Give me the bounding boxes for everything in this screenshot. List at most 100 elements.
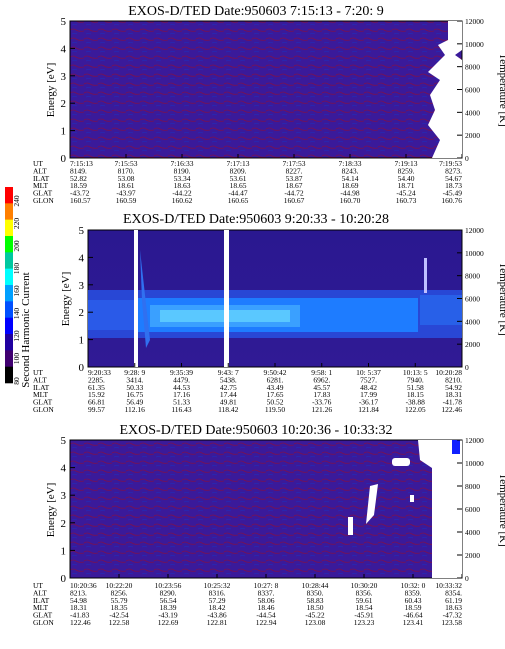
orbit-value: 17.16 bbox=[173, 390, 190, 399]
time-tick-label: 7:19:13 bbox=[395, 159, 418, 168]
energy-tick-label: 4 bbox=[61, 463, 67, 475]
panel-3-data-gap bbox=[418, 440, 462, 578]
orbit-value: 160.73 bbox=[396, 196, 417, 205]
panel-2-title: EXOS-D/TED Date:950603 9:20:33 - 10:20:2… bbox=[123, 212, 389, 227]
colorbar-tick-label: 120 bbox=[12, 330, 21, 342]
temperature-tick-label: 4000 bbox=[465, 317, 480, 326]
orbit-value: 3414. bbox=[126, 375, 143, 384]
orbit-value: 18.67 bbox=[286, 181, 303, 190]
orbit-value: 57.29 bbox=[209, 596, 226, 605]
orbit-value: 43.49 bbox=[267, 383, 284, 392]
orbit-value: 18.69 bbox=[342, 181, 359, 190]
orbit-value: 8350. bbox=[307, 588, 324, 597]
orbit-value: -43.86 bbox=[207, 611, 227, 620]
orbit-value: 56.49 bbox=[126, 398, 143, 407]
temperature-tick-label: 12000 bbox=[465, 17, 484, 26]
time-tick-label: 9:28: 9 bbox=[124, 368, 145, 377]
orbit-value: 18.42 bbox=[209, 603, 226, 612]
energy-tick-label: 1 bbox=[61, 545, 67, 557]
orbit-value: 53.87 bbox=[286, 174, 303, 183]
temperature-tick-label: 10000 bbox=[465, 249, 484, 258]
orbit-value: 51.58 bbox=[407, 383, 424, 392]
colorbar: 240 220 200 180 160 140 120 100 80 Second Harmon… bbox=[5, 187, 32, 388]
panel-1-title: EXOS-D/TED Date:950603 7:15:13 - 7:20: 9 bbox=[128, 4, 383, 19]
temperature-tick-label: 10000 bbox=[465, 459, 484, 468]
orbit-value: 61.19 bbox=[445, 596, 462, 605]
orbit-value: 49.81 bbox=[220, 398, 237, 407]
temperature-tick-label: 12000 bbox=[465, 226, 484, 235]
orbit-value: 122.46 bbox=[441, 405, 462, 414]
orbit-value: 45.57 bbox=[313, 383, 330, 392]
orbit-value: 8209. bbox=[230, 166, 247, 175]
orbit-row-label: GLON bbox=[33, 196, 54, 205]
colorbar-swatch bbox=[5, 203, 13, 220]
orbit-value: 7527. bbox=[360, 375, 377, 384]
energy-tick-label: 0 bbox=[79, 362, 85, 374]
orbit-value: 8356. bbox=[356, 588, 373, 597]
orbit-row-label: GLAT bbox=[33, 398, 53, 407]
orbit-value: 112.16 bbox=[125, 405, 146, 414]
orbit-value: 18.31 bbox=[70, 603, 87, 612]
orbit-row-label: GLAT bbox=[33, 611, 53, 620]
orbit-value: 18.54 bbox=[356, 603, 373, 612]
orbit-value: -45.49 bbox=[443, 189, 463, 198]
panel-3-data-gap bbox=[348, 517, 353, 535]
orbit-row-label: ALT bbox=[33, 588, 47, 597]
panel-1: EXOS-D/TED Date:950603 7:15:13 - 7:20: 9… bbox=[33, 4, 505, 205]
orbit-value: 2285. bbox=[88, 375, 105, 384]
orbit-value: 116.43 bbox=[171, 405, 192, 414]
orbit-value: 54.67 bbox=[445, 174, 462, 183]
orbit-value: 160.67 bbox=[284, 196, 305, 205]
orbit-row-label: ALT bbox=[33, 166, 47, 175]
orbit-value: 121.84 bbox=[358, 405, 379, 414]
orbit-value: 17.65 bbox=[267, 390, 284, 399]
panel-1-ylabel: Energy [eV] bbox=[45, 63, 57, 117]
time-tick-label: 10:27: 8 bbox=[254, 581, 279, 590]
colorbar-tick-label: 200 bbox=[12, 240, 21, 252]
panel-3-ylabel-right: Temperature [K] bbox=[497, 473, 505, 546]
time-tick-label: 7:16:33 bbox=[171, 159, 194, 168]
orbit-value: 18.59 bbox=[405, 603, 422, 612]
time-tick-label: 9:20:33 bbox=[88, 368, 111, 377]
orbit-value: 99.57 bbox=[88, 405, 105, 414]
orbit-value: 160.65 bbox=[228, 196, 249, 205]
orbit-value: 59.61 bbox=[356, 596, 373, 605]
orbit-value: 18.50 bbox=[307, 603, 324, 612]
orbit-value: 50.33 bbox=[126, 383, 143, 392]
energy-tick-label: 3 bbox=[79, 280, 85, 292]
orbit-value: 42.75 bbox=[220, 383, 237, 392]
orbit-row-label: UT bbox=[33, 581, 43, 590]
temperature-tick-label: 6000 bbox=[465, 505, 480, 514]
energy-tick-label: 0 bbox=[61, 153, 67, 165]
orbit-value: 18.73 bbox=[445, 181, 462, 190]
orbit-value: -36.17 bbox=[359, 398, 379, 407]
orbit-value: 8227. bbox=[286, 166, 303, 175]
panel-1-plot-area bbox=[69, 20, 463, 159]
colorbar-swatch bbox=[5, 187, 13, 204]
orbit-value: 8273. bbox=[445, 166, 462, 175]
colorbar-swatch bbox=[5, 334, 13, 351]
time-tick-label: 10:30:20 bbox=[351, 581, 378, 590]
orbit-value: -44.72 bbox=[284, 189, 304, 198]
energy-tick-label: 1 bbox=[79, 335, 85, 347]
orbit-value: 18.15 bbox=[407, 390, 424, 399]
panel-2-data-gap bbox=[224, 230, 229, 367]
time-tick-label: 10:28:44 bbox=[302, 581, 329, 590]
orbit-value: 66.81 bbox=[88, 398, 105, 407]
orbit-value: -46.64 bbox=[403, 611, 423, 620]
orbit-value: 118.42 bbox=[218, 405, 239, 414]
orbit-value: 122.69 bbox=[158, 618, 179, 627]
orbit-value: 8190. bbox=[174, 166, 191, 175]
orbit-value: 8337. bbox=[258, 588, 275, 597]
temperature-tick-label: 0 bbox=[465, 154, 469, 163]
panel-3-data-gap bbox=[366, 484, 378, 524]
energy-tick-label: 3 bbox=[61, 490, 67, 502]
temperature-tick-label: 6000 bbox=[465, 295, 480, 304]
orbit-row-label: UT bbox=[33, 368, 43, 377]
orbit-value: 53.61 bbox=[230, 174, 247, 183]
time-tick-label: 9:43: 7 bbox=[218, 368, 239, 377]
time-tick-label: 7:15:13 bbox=[70, 159, 93, 168]
orbit-value: 160.62 bbox=[172, 196, 193, 205]
temperature-tick-label: 8000 bbox=[465, 63, 480, 72]
